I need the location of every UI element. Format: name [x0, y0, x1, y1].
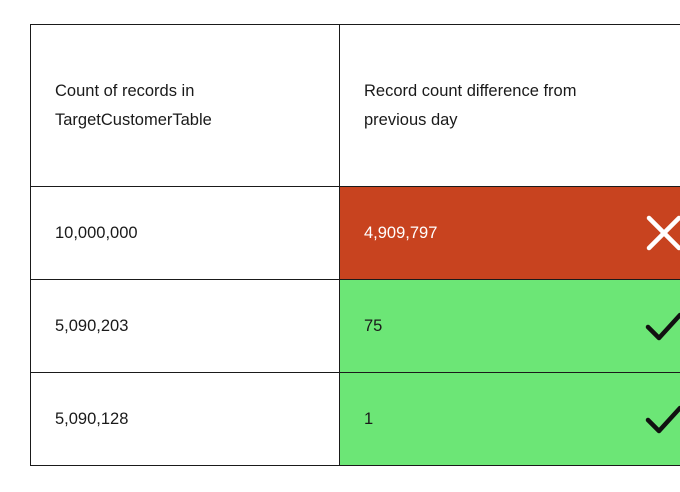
record-count-value: 10,000,000: [55, 223, 138, 242]
x-icon: [646, 215, 680, 251]
record-count-cell: 5,090,128: [30, 372, 340, 466]
table-header-row: Count of records in TargetCustomerTable …: [30, 24, 680, 187]
difference-value: 1: [364, 409, 374, 428]
header-count-difference-label: Record count difference from previous da…: [364, 81, 577, 129]
record-count-cell: 5,090,203: [30, 279, 340, 373]
difference-cell-fail: 4,909,797: [339, 186, 680, 280]
difference-cell-pass: 1: [339, 372, 680, 466]
table-row: 10,000,000 4,909,797: [30, 186, 680, 280]
record-count-cell: 10,000,000: [30, 186, 340, 280]
record-count-value: 5,090,203: [55, 316, 129, 335]
difference-cell-pass: 75: [339, 279, 680, 373]
header-record-count: Count of records in TargetCustomerTable: [30, 24, 340, 187]
record-count-value: 5,090,128: [55, 409, 129, 428]
difference-value: 4,909,797: [364, 223, 438, 242]
check-icon: [645, 312, 680, 341]
table-row: 5,090,128 1: [30, 372, 680, 466]
check-icon: [645, 405, 680, 434]
header-count-difference: Record count difference from previous da…: [339, 24, 680, 187]
difference-value: 75: [364, 316, 383, 335]
header-record-count-label: Count of records in TargetCustomerTable: [55, 81, 212, 129]
table-row: 5,090,203 75: [30, 279, 680, 373]
record-count-table: Count of records in TargetCustomerTable …: [30, 24, 680, 466]
